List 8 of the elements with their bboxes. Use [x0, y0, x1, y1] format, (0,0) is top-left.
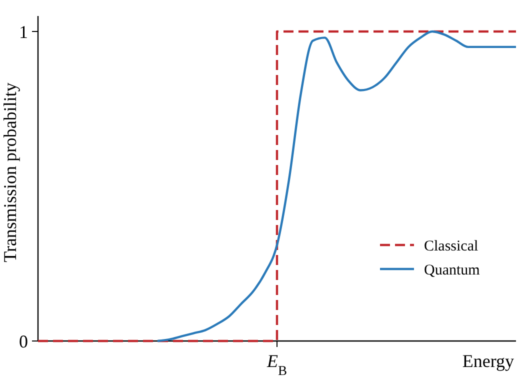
legend-label: Quantum	[424, 262, 480, 278]
x-axis-title: Energy	[462, 351, 514, 371]
line-series	[156, 30, 518, 342]
y-axis-title: Transmission probability	[0, 82, 20, 262]
y-tick-label: 0	[19, 331, 28, 352]
legend-label: Classical	[424, 238, 478, 254]
x-tick-label: E$_{B}$	[266, 351, 288, 378]
y-tick-label: 1	[19, 22, 28, 42]
